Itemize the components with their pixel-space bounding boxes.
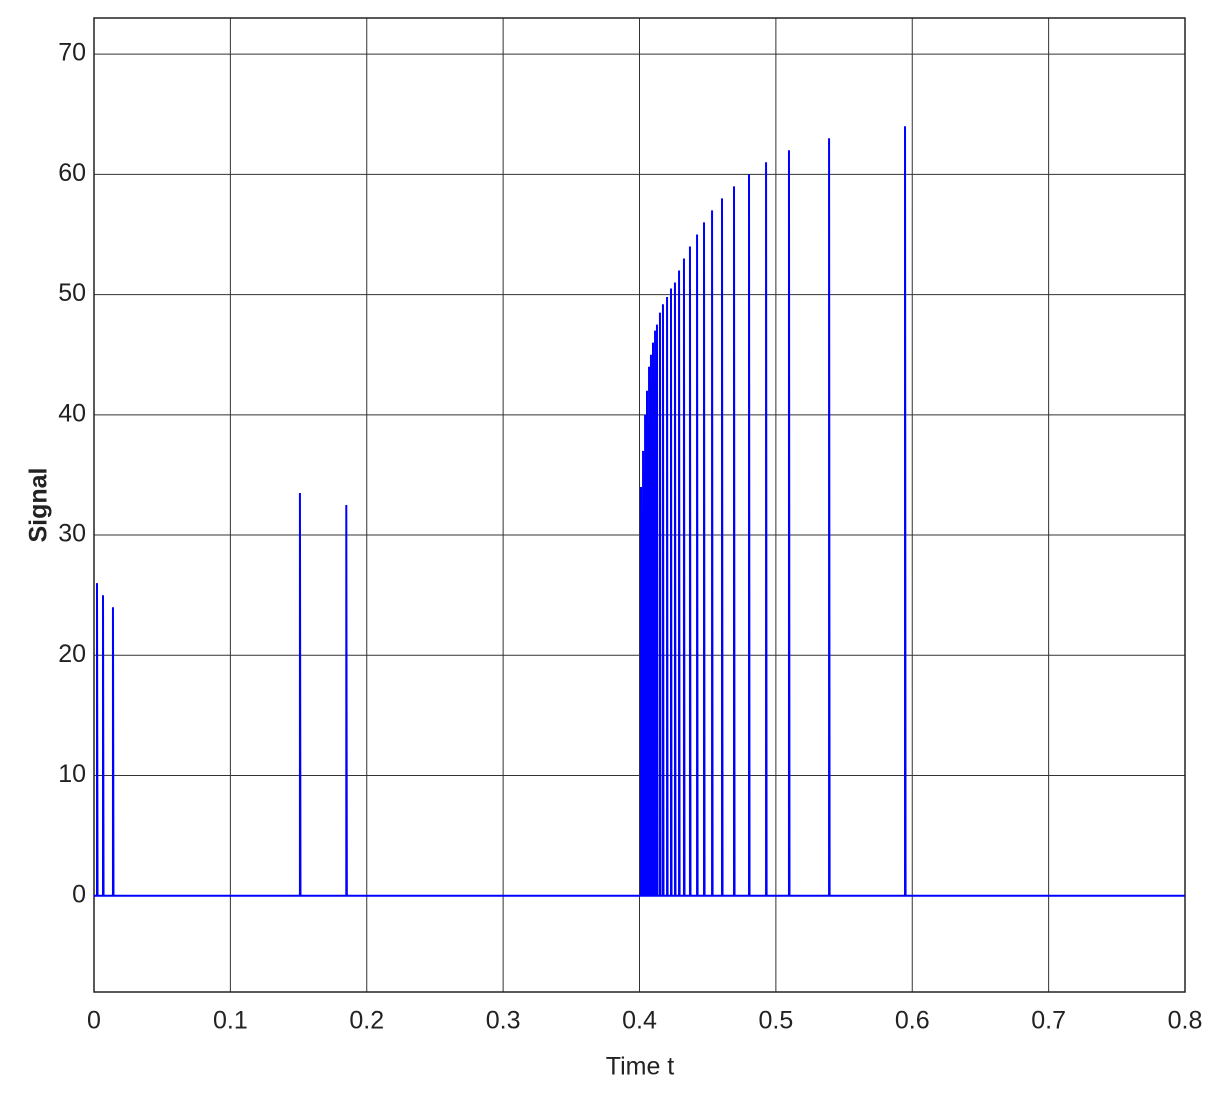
y-tick-label: 40 [58, 399, 86, 427]
y-tick-label: 50 [58, 279, 86, 307]
y-tick-label: 70 [58, 39, 86, 67]
y-tick-label: 30 [58, 520, 86, 548]
x-tick-label: 0.3 [486, 1007, 521, 1035]
x-tick-label: 0 [87, 1007, 101, 1035]
plot-frame [93, 17, 1186, 993]
x-tick-label: 0.8 [1168, 1007, 1203, 1035]
y-tick-label: 0 [72, 880, 86, 908]
x-tick-label: 0.6 [895, 1007, 930, 1035]
x-tick-label: 0.5 [758, 1007, 793, 1035]
y-tick-label: 10 [58, 760, 86, 788]
x-tick-label: 0.4 [622, 1007, 657, 1035]
x-tick-label: 0.1 [213, 1007, 248, 1035]
x-tick-label: 0.7 [1031, 1007, 1066, 1035]
x-axis-label: Time t [606, 1053, 675, 1081]
signal-line [94, 126, 1185, 897]
x-tick-label: 0.2 [349, 1007, 384, 1035]
y-tick-label: 60 [58, 159, 86, 187]
y-tick-label: 20 [58, 640, 86, 668]
y-axis-label: Signal [25, 467, 53, 542]
